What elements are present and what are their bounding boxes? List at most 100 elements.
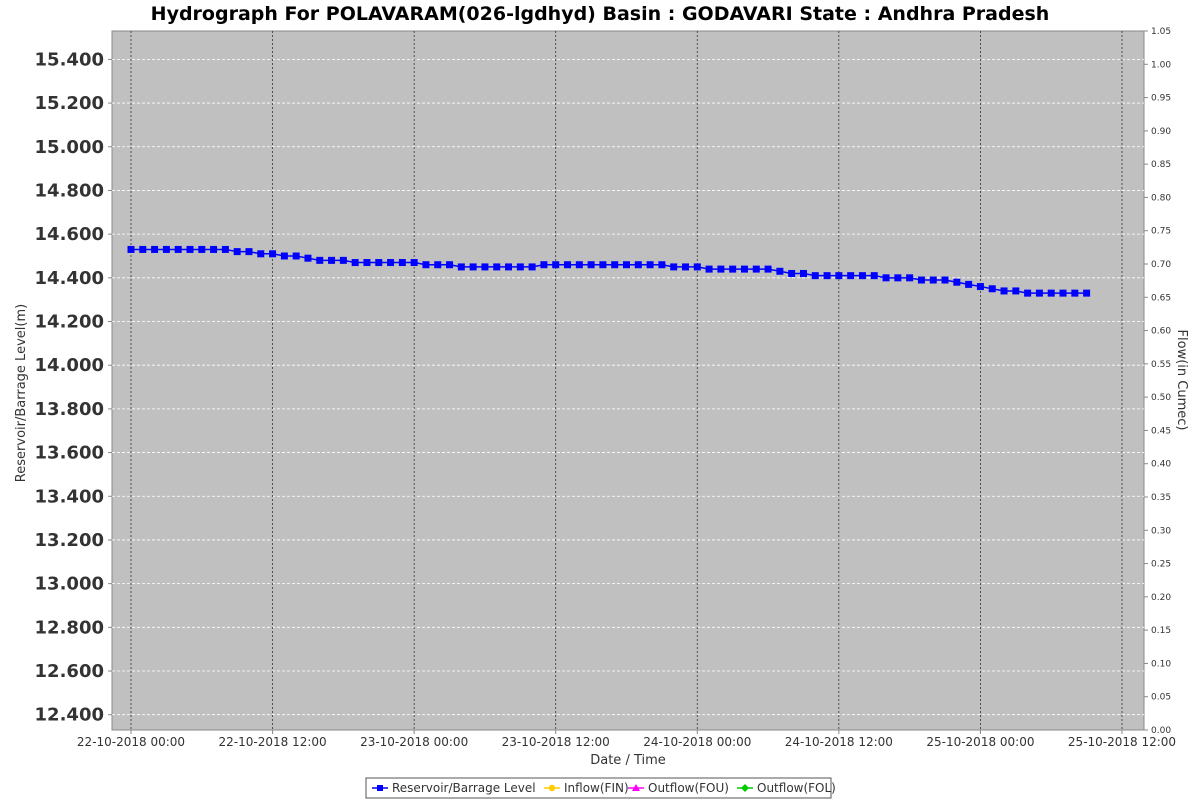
data-point xyxy=(174,245,182,253)
y-tick-label: 13.800 xyxy=(35,399,104,420)
data-point xyxy=(564,261,572,269)
data-point xyxy=(210,245,218,253)
data-point xyxy=(162,245,170,253)
y2-tick-label: 0.30 xyxy=(1151,526,1171,536)
data-point xyxy=(351,259,359,267)
data-point xyxy=(953,278,961,286)
vertical-gridlines xyxy=(130,31,1123,730)
data-point xyxy=(292,252,300,260)
y2-tick-label: 0.75 xyxy=(1151,227,1171,237)
y2-tick-label: 1.00 xyxy=(1151,60,1171,70)
x-tick-label: 25-10-2018 00:00 xyxy=(926,735,1034,749)
x-tick-label: 23-10-2018 00:00 xyxy=(360,735,468,749)
data-point xyxy=(646,261,654,269)
y-tick-label: 15.400 xyxy=(35,49,104,70)
horizontal-gridlines xyxy=(112,58,1144,716)
data-point xyxy=(835,272,843,280)
series-layer xyxy=(127,245,1091,297)
y2-tick-label: 0.15 xyxy=(1151,626,1171,636)
data-point xyxy=(233,248,241,256)
data-point xyxy=(776,267,784,275)
data-point xyxy=(339,256,347,264)
data-point xyxy=(398,259,406,267)
data-point xyxy=(139,245,147,253)
data-point xyxy=(505,263,513,271)
data-point xyxy=(1000,287,1008,295)
data-point xyxy=(705,265,713,273)
data-point xyxy=(799,269,807,277)
data-point xyxy=(929,276,937,284)
y2-tick-label: 0.65 xyxy=(1151,293,1171,303)
x-tick-label: 24-10-2018 12:00 xyxy=(785,735,893,749)
data-point xyxy=(670,263,678,271)
legend-marker xyxy=(741,784,749,792)
data-point xyxy=(1012,287,1020,295)
data-point xyxy=(1059,289,1067,297)
y-tick-label: 13.200 xyxy=(35,530,104,551)
x-tick-label: 24-10-2018 00:00 xyxy=(643,735,751,749)
y2-tick-label: 0.25 xyxy=(1151,560,1171,570)
y2-tick-label: 0.50 xyxy=(1151,393,1171,403)
legend-box xyxy=(365,777,832,799)
data-point xyxy=(446,261,454,269)
chart-title: Hydrograph For POLAVARAM(026-lgdhyd) Bas… xyxy=(151,3,1050,25)
data-point xyxy=(870,272,878,280)
data-point xyxy=(221,245,229,253)
y2-tick-label: 0.80 xyxy=(1151,193,1171,203)
data-point xyxy=(127,245,135,253)
y-tick-label: 14.400 xyxy=(35,268,104,289)
data-point xyxy=(493,263,501,271)
legend-marker xyxy=(632,784,640,791)
data-point xyxy=(587,261,595,269)
legend-marker xyxy=(548,784,556,792)
y-tick-label: 15.000 xyxy=(35,137,104,158)
data-point xyxy=(422,261,430,269)
data-point xyxy=(410,259,418,267)
data-point xyxy=(976,283,984,291)
y-tick-label: 14.200 xyxy=(35,312,104,333)
data-point xyxy=(387,259,395,267)
legend-label: Outflow(FOU) xyxy=(648,781,729,795)
data-point xyxy=(280,252,288,260)
data-point xyxy=(575,261,583,269)
data-point xyxy=(858,272,866,280)
data-point xyxy=(882,274,890,282)
data-point xyxy=(729,265,737,273)
data-point xyxy=(363,259,371,267)
x-axis-ticks: 22-10-2018 00:00 22-10-2018 12:00 23-10-20… xyxy=(77,730,1176,749)
data-point xyxy=(1083,289,1091,297)
data-point xyxy=(788,269,796,277)
legend-label: Inflow(FIN) xyxy=(564,781,629,795)
y-tick-label: 14.000 xyxy=(35,355,104,376)
data-point xyxy=(847,272,855,280)
legend: Reservoir/Barrage Level Inflow(FIN) Outflo… xyxy=(365,777,836,799)
y-tick-label: 14.600 xyxy=(35,224,104,245)
data-point xyxy=(658,261,666,269)
data-point xyxy=(269,250,277,258)
data-point xyxy=(552,261,560,269)
y2-tick-label: 0.00 xyxy=(1151,726,1171,736)
data-point xyxy=(693,263,701,271)
legend-label: Reservoir/Barrage Level xyxy=(392,781,536,795)
y-tick-label: 12.800 xyxy=(35,617,104,638)
data-point xyxy=(151,245,159,253)
data-point xyxy=(375,259,383,267)
data-point xyxy=(316,256,324,264)
x-tick-label: 25-10-2018 12:00 xyxy=(1068,735,1176,749)
data-point xyxy=(257,250,265,258)
data-point xyxy=(906,274,914,282)
y2-tick-label: 0.10 xyxy=(1151,659,1171,669)
y-tick-label: 13.600 xyxy=(35,443,104,464)
data-point xyxy=(481,263,489,271)
y-tick-label: 12.600 xyxy=(35,661,104,682)
y2-tick-label: 0.85 xyxy=(1151,160,1171,170)
data-point xyxy=(988,285,996,293)
data-point xyxy=(1047,289,1055,297)
series-line xyxy=(131,248,1087,294)
y2-tick-label: 0.90 xyxy=(1151,127,1171,137)
data-point xyxy=(540,261,548,269)
y2-tick-label: 0.35 xyxy=(1151,493,1171,503)
y-tick-label: 14.800 xyxy=(35,180,104,201)
data-point xyxy=(752,265,760,273)
